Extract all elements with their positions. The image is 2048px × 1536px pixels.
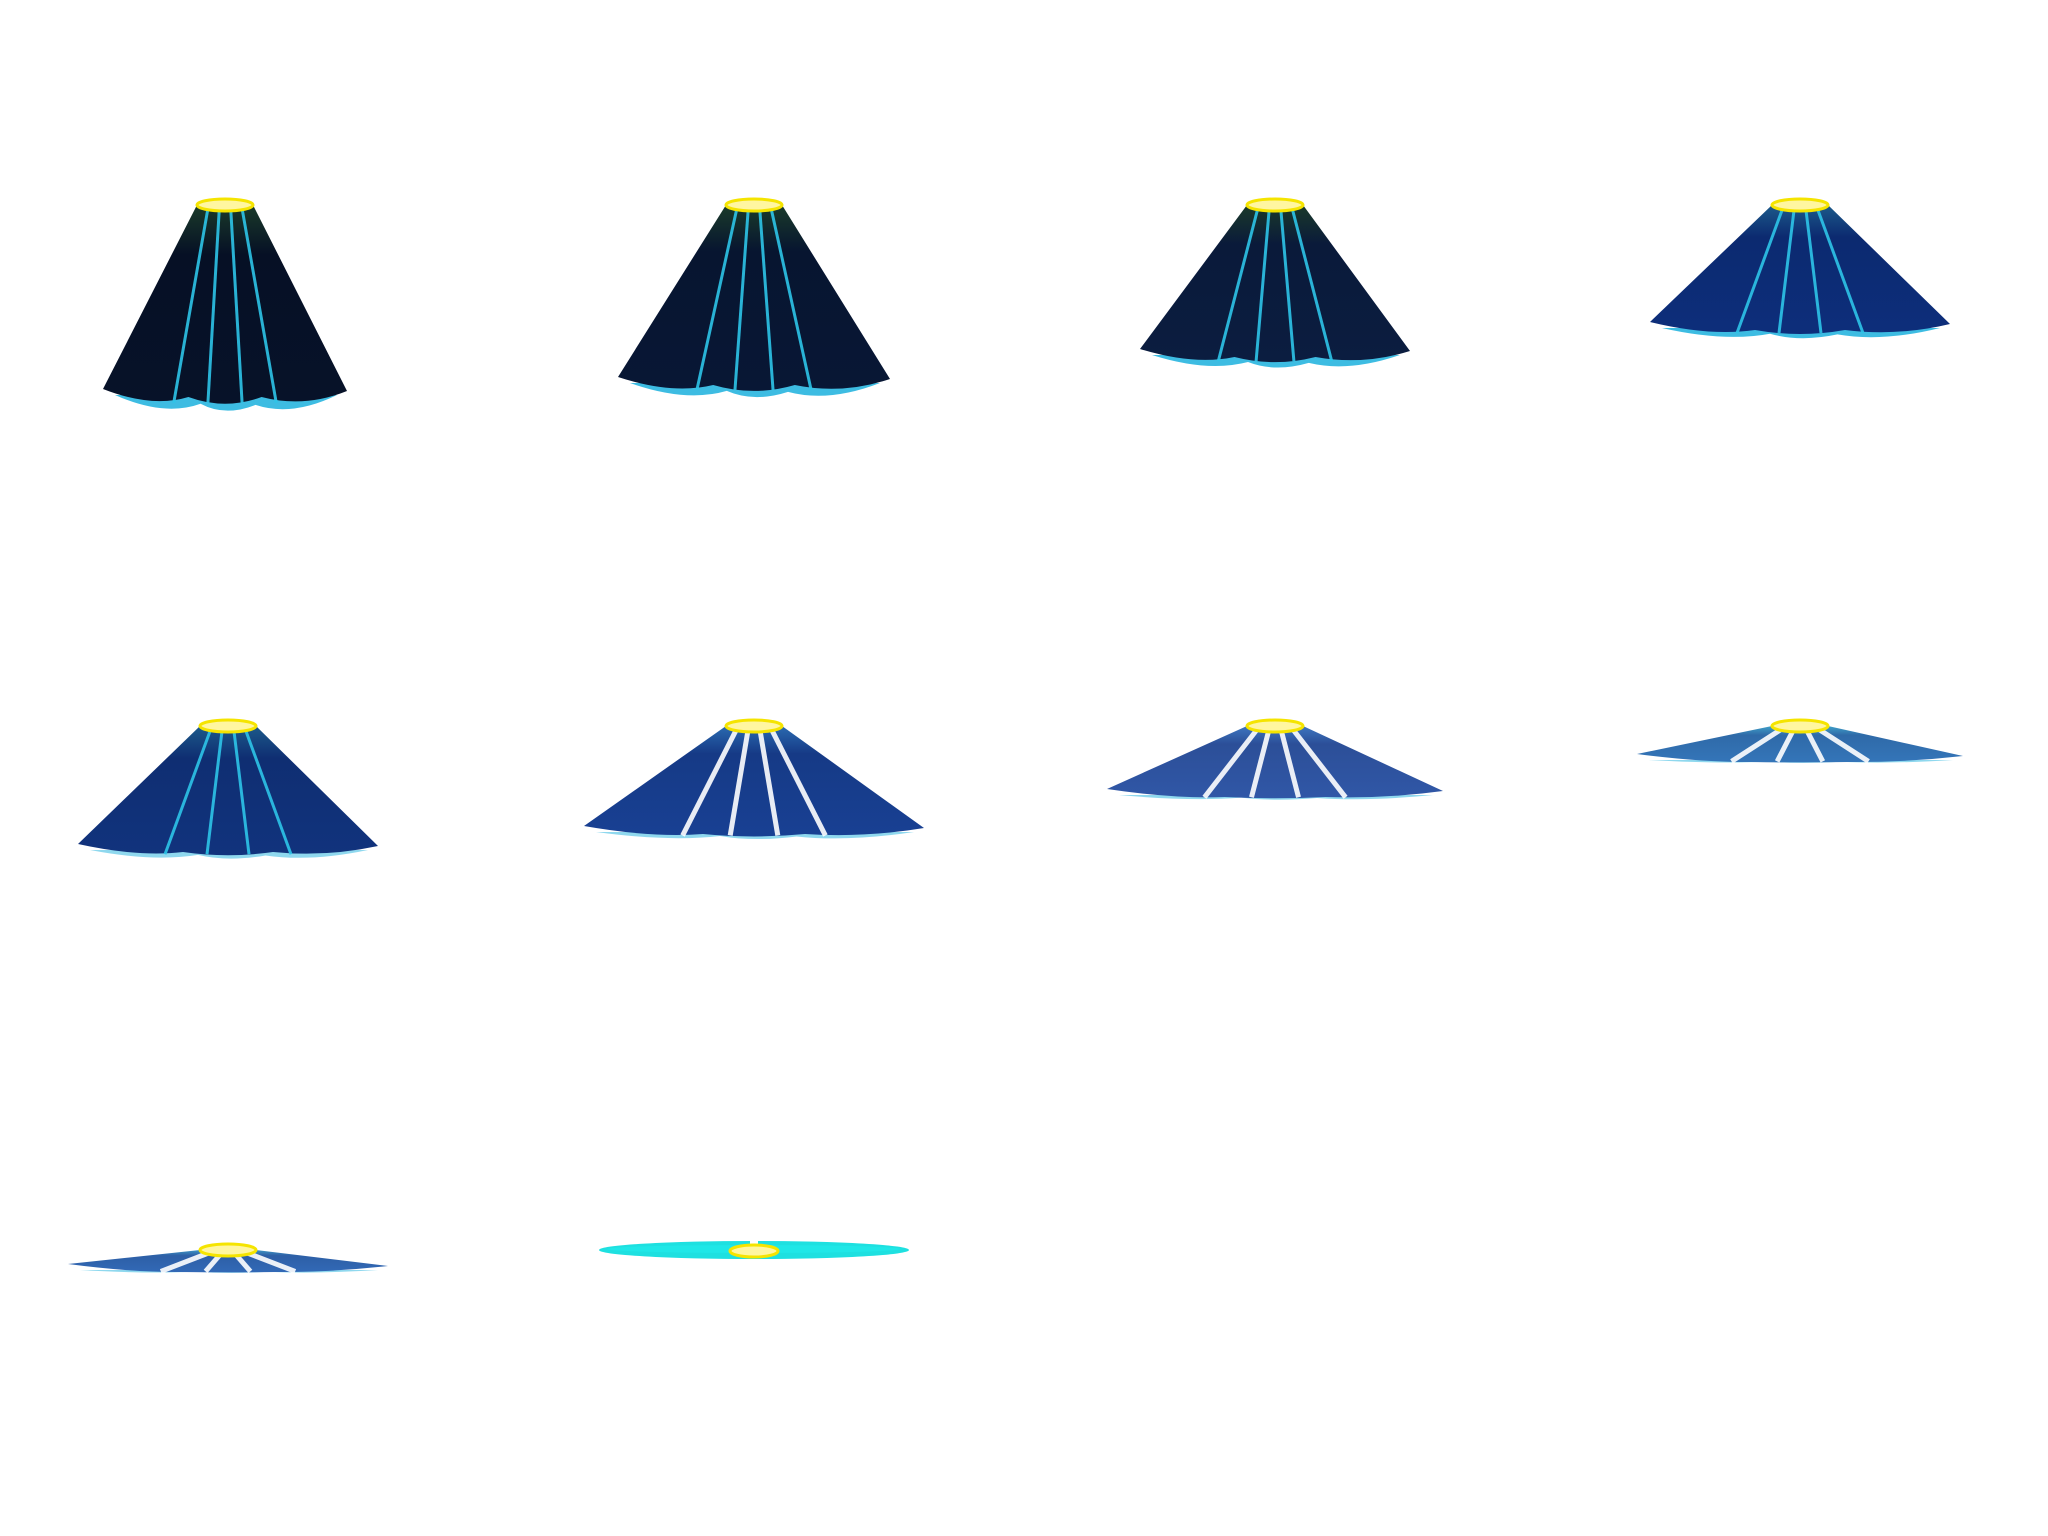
fold-state-panel bbox=[68, 1242, 388, 1274]
fold-crease-line bbox=[243, 1249, 297, 1274]
fold-crease-line bbox=[1730, 725, 1785, 764]
fold-crease-line bbox=[232, 727, 251, 855]
panel-grid bbox=[68, 197, 1963, 1274]
fold-crease-line bbox=[1774, 726, 1797, 763]
cone-body bbox=[1650, 205, 1950, 335]
cone-body bbox=[1107, 726, 1443, 799]
fold-crease-line bbox=[733, 206, 750, 391]
fold-state-panel bbox=[618, 197, 890, 398]
fold-crease-line bbox=[680, 726, 740, 837]
top-ring bbox=[728, 1243, 780, 1259]
top-ring bbox=[724, 197, 784, 213]
fold-crease-line bbox=[1735, 206, 1785, 334]
fold-crease-line bbox=[205, 727, 224, 855]
cone-body bbox=[618, 205, 890, 391]
fold-crease-line bbox=[768, 726, 828, 837]
fold-crease-line bbox=[163, 727, 213, 855]
fold-crease-line bbox=[1777, 206, 1796, 334]
fold-crease-line bbox=[1249, 727, 1272, 798]
fold-state-panel bbox=[78, 718, 378, 859]
fold-crease-line bbox=[758, 206, 775, 391]
cone-body bbox=[68, 1250, 388, 1273]
fold-crease-line bbox=[1815, 725, 1870, 764]
fold-crease-line bbox=[769, 206, 813, 391]
cone-body bbox=[78, 726, 378, 856]
top-ring bbox=[195, 197, 255, 213]
fold-crease-line bbox=[243, 727, 293, 855]
fold-state-panel bbox=[1637, 718, 1963, 764]
fold-state-panel bbox=[599, 1241, 909, 1259]
fold-crease-line bbox=[229, 206, 244, 403]
top-ring bbox=[724, 718, 784, 734]
top-ring bbox=[1245, 718, 1305, 734]
top-ring bbox=[198, 1242, 258, 1258]
fold-crease-line bbox=[1815, 206, 1865, 334]
fold-state-panel bbox=[103, 197, 347, 411]
fold-state-panel bbox=[1650, 197, 1950, 339]
top-ring bbox=[1770, 718, 1830, 734]
fold-crease-line bbox=[1290, 206, 1334, 362]
fold-crease-line bbox=[1278, 727, 1301, 798]
top-ring bbox=[1770, 197, 1830, 213]
fold-crease-line bbox=[1216, 206, 1260, 362]
cone-body bbox=[103, 205, 347, 404]
fold-crease-line bbox=[172, 206, 210, 403]
fold-crease-line bbox=[1804, 206, 1823, 334]
cone-body bbox=[1637, 726, 1963, 763]
fold-crease-line bbox=[727, 727, 751, 836]
fold-crease-line bbox=[159, 1249, 213, 1274]
top-ring bbox=[198, 718, 258, 734]
fold-state-panel bbox=[1107, 718, 1443, 800]
fold-state-panel bbox=[584, 718, 924, 840]
fold-crease-line bbox=[206, 206, 221, 403]
fold-crease-line bbox=[695, 206, 739, 391]
cone-body bbox=[584, 726, 924, 837]
cone-body bbox=[1140, 205, 1410, 363]
fold-crease-line bbox=[1289, 726, 1348, 799]
fold-crease-line bbox=[1803, 726, 1826, 763]
fold-crease-line bbox=[757, 727, 781, 836]
fold-crease-line bbox=[240, 206, 278, 403]
fold-state-panel bbox=[1140, 197, 1410, 368]
top-ring bbox=[1245, 197, 1305, 213]
fold-crease-line bbox=[1202, 726, 1261, 799]
fold-crease-line bbox=[1279, 206, 1296, 362]
fold-crease-line bbox=[1254, 206, 1271, 362]
